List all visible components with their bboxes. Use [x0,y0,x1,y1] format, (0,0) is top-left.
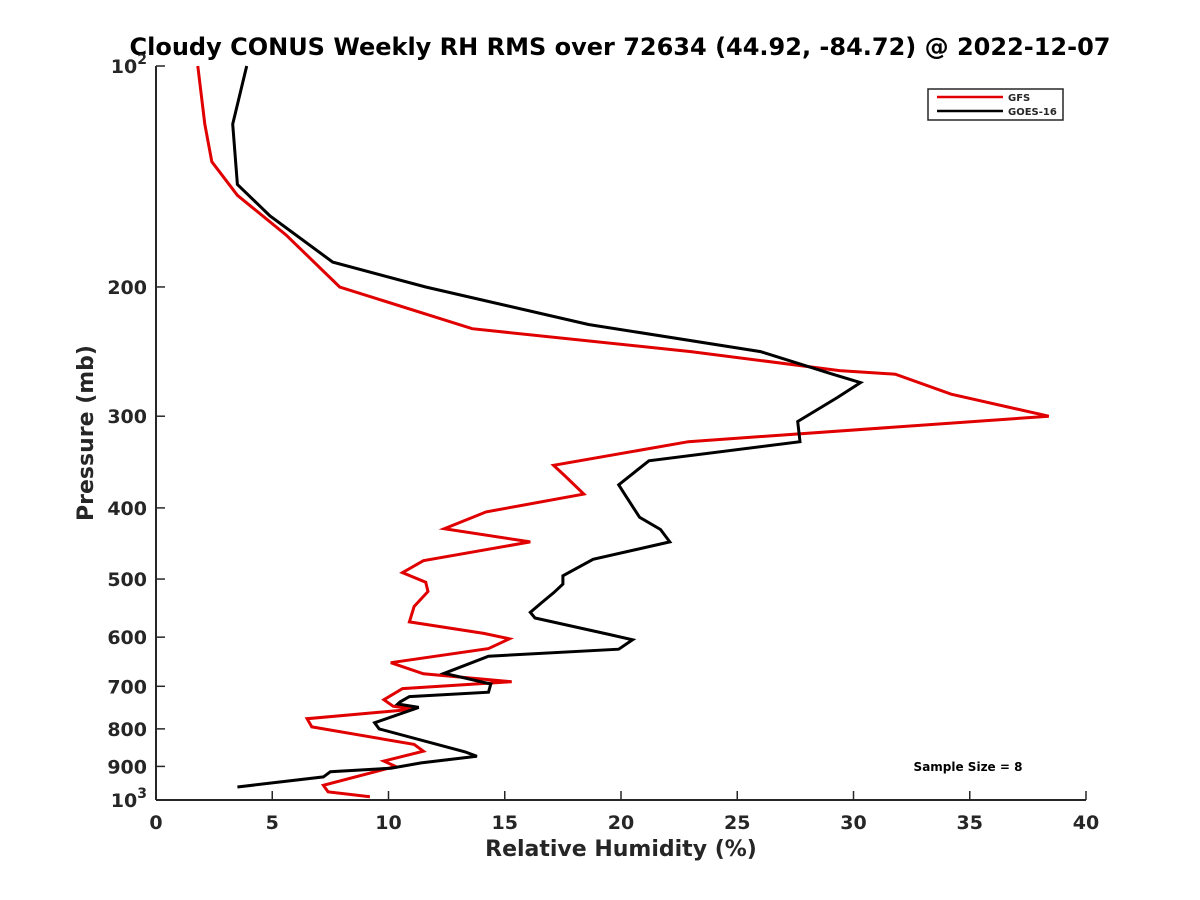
y-tick-label: 600 [107,627,147,649]
x-tick-label: 15 [492,812,518,834]
x-axis-label: Relative Humidity (%) [485,837,757,862]
legend: GFS GOES-16 [927,88,1064,121]
y-tick-label: 800 [107,719,147,741]
x-tick-label: 35 [957,812,983,834]
x-tick-label: 25 [724,812,750,834]
y-tick-label: 300 [107,406,147,428]
y-tick-label: 200 [107,277,147,299]
y-tick-label: 500 [107,569,147,591]
y-axis-label: Pressure (mb) [74,345,99,521]
y-axis-ticks: 102 200 300 400 500 600 700 800 900 103 [107,52,165,812]
y-tick-label: 102 [111,52,147,78]
x-tick-label: 0 [149,812,162,834]
series-line-gfs [196,65,1050,799]
y-tick-label: 103 [111,786,147,812]
legend-label-gfs: GFS [1008,93,1030,104]
x-tick-label: 20 [608,812,634,834]
legend-label-goes-16: GOES-16 [1008,107,1057,118]
legend-box [927,88,1064,121]
chart-title: Cloudy CONUS Weekly RH RMS over 72634 (4… [130,33,1111,61]
series-line-goes-16 [231,65,865,789]
x-tick-label: 40 [1073,812,1099,834]
y-tick-label: 400 [107,498,147,520]
x-tick-label: 5 [266,812,279,834]
x-axis-ticks: 0 5 10 15 20 25 30 35 40 [149,791,1099,834]
sample-size-annotation: Sample Size = 8 [914,760,1023,774]
x-tick-label: 10 [375,812,401,834]
plot-area [196,65,1050,799]
y-tick-label: 700 [107,676,147,698]
y-tick-label: 900 [107,756,147,778]
x-tick-label: 30 [840,812,866,834]
